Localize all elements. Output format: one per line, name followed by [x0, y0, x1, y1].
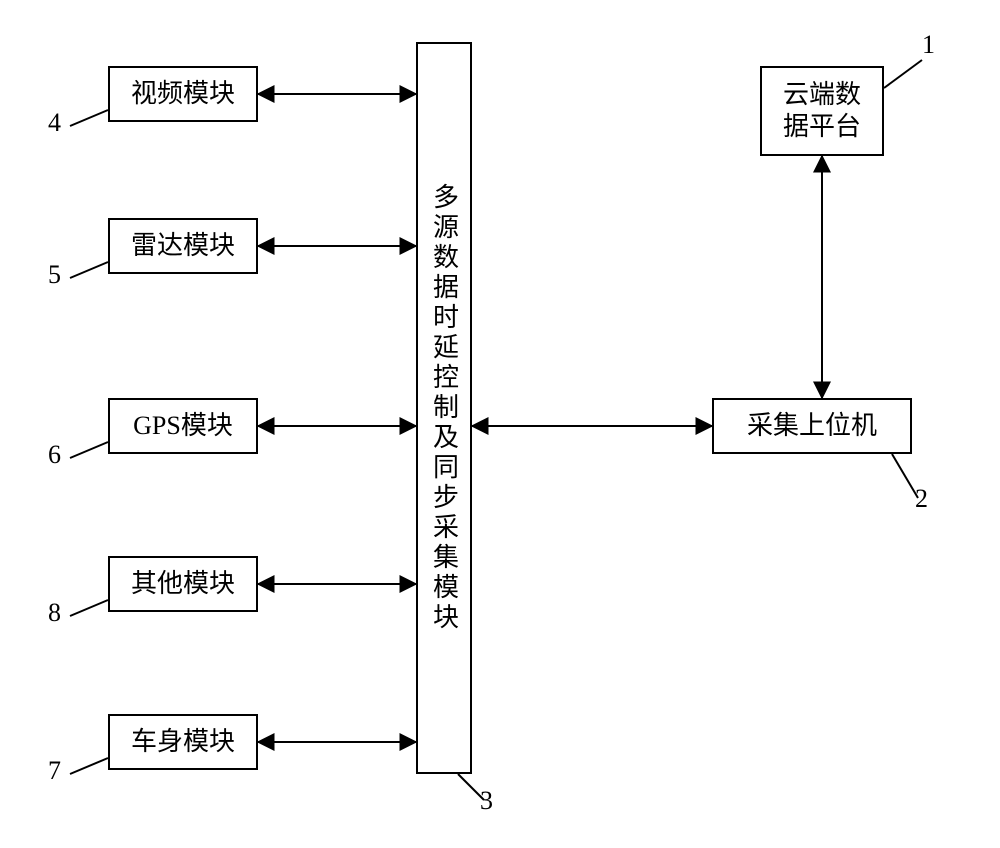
leader-6 [70, 442, 108, 458]
ref-num-5: 5 [48, 260, 61, 290]
leader-8 [70, 600, 108, 616]
node-radar: 雷达模块 [108, 218, 258, 274]
leader-4 [70, 110, 108, 126]
node-host-label: 采集上位机 [741, 406, 883, 445]
node-video-label: 视频模块 [125, 74, 241, 113]
ref-num-6: 6 [48, 440, 61, 470]
node-cloud-label: 云端数据平台 [775, 73, 869, 150]
ref-num-2: 2 [915, 484, 928, 514]
node-center: 多源数据时延控制及同步采集模块 [416, 42, 472, 774]
node-gps: GPS模块 [108, 398, 258, 454]
leader-5 [70, 262, 108, 278]
ref-num-8: 8 [48, 598, 61, 628]
node-other: 其他模块 [108, 556, 258, 612]
node-body: 车身模块 [108, 714, 258, 770]
node-gps-label: GPS模块 [127, 406, 239, 445]
node-host: 采集上位机 [712, 398, 912, 454]
ref-num-1: 1 [922, 30, 935, 60]
node-video: 视频模块 [108, 66, 258, 122]
ref-num-3: 3 [480, 786, 493, 816]
leader-1 [884, 60, 922, 88]
node-center-label: 多源数据时延控制及同步采集模块 [424, 173, 463, 643]
diagram-canvas: { "diagram": { "type": "flowchart", "bac… [0, 0, 1000, 848]
node-other-label: 其他模块 [125, 564, 241, 603]
leader-7 [70, 758, 108, 774]
node-radar-label: 雷达模块 [125, 226, 241, 265]
node-cloud: 云端数据平台 [760, 66, 884, 156]
ref-num-4: 4 [48, 108, 61, 138]
node-body-label: 车身模块 [125, 722, 241, 761]
ref-num-7: 7 [48, 756, 61, 786]
